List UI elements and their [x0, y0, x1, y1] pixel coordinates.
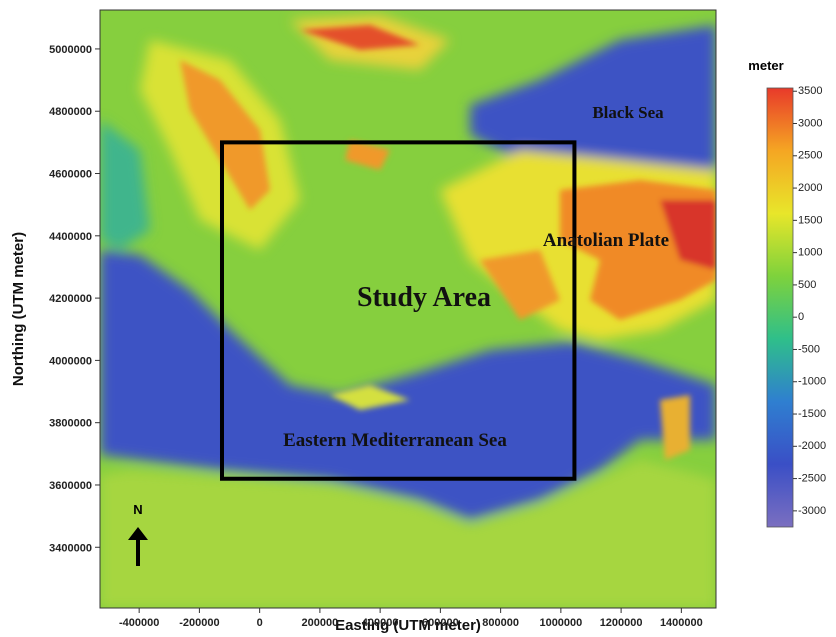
map-label: Black Sea	[592, 103, 664, 122]
x-tick-label: 600000	[422, 617, 459, 629]
x-tick-label: -400000	[119, 617, 159, 629]
colorbar-tick-label: 3500	[798, 85, 822, 97]
x-tick-label: 400000	[362, 617, 399, 629]
y-axis-label: Northing (UTM meter)	[10, 232, 27, 386]
colorbar-title: meter	[748, 58, 783, 73]
x-tick-label: 1200000	[600, 617, 643, 629]
y-tick-label: 4800000	[49, 106, 92, 118]
x-tick-label: 1000000	[539, 617, 582, 629]
y-tick-label: 4400000	[49, 231, 92, 243]
y-tick-label: 5000000	[49, 44, 92, 56]
figure: N Easting (UTM meter) Northing (UTM mete…	[0, 0, 836, 637]
colorbar-tick-label: 2500	[798, 150, 822, 162]
colorbar-tick-label: 2000	[798, 182, 822, 194]
map-label: Anatolian Plate	[543, 230, 669, 251]
y-tick-label: 4200000	[49, 293, 92, 305]
page: {"map": { "xlabel": "Easting (UTM meter)…	[0, 0, 836, 637]
map-label: Study Area	[357, 282, 491, 313]
colorbar	[767, 88, 793, 527]
y-tick-label: 3400000	[49, 542, 92, 554]
x-tick-label: 1400000	[660, 617, 703, 629]
colorbar-tick-label: -2000	[798, 440, 826, 452]
x-tick-label: 200000	[302, 617, 339, 629]
x-tick-label: 800000	[482, 617, 519, 629]
north-label: N	[133, 502, 142, 517]
colorbar-tick-label: 500	[798, 279, 816, 291]
colorbar-tick-label: -2500	[798, 472, 826, 484]
colorbar-tick-label: 3000	[798, 117, 822, 129]
y-tick-label: 4000000	[49, 355, 92, 367]
map-label: Eastern Mediterranean Sea	[283, 430, 507, 451]
colorbar-tick-label: -1500	[798, 408, 826, 420]
colorbar-tick-label: -500	[798, 343, 820, 355]
x-tick-label: 0	[257, 617, 263, 629]
colorbar-tick-label: -3000	[798, 505, 826, 517]
y-tick-label: 3600000	[49, 480, 92, 492]
x-axis-label: Easting (UTM meter)	[335, 617, 481, 634]
colorbar-tick-label: 1500	[798, 214, 822, 226]
colorbar-tick-label: -1000	[798, 376, 826, 388]
x-tick-label: -200000	[179, 617, 219, 629]
y-tick-label: 4600000	[49, 169, 92, 181]
y-tick-label: 3800000	[49, 418, 92, 430]
colorbar-tick-label: 1000	[798, 247, 822, 259]
colorbar-tick-label: 0	[798, 311, 804, 323]
